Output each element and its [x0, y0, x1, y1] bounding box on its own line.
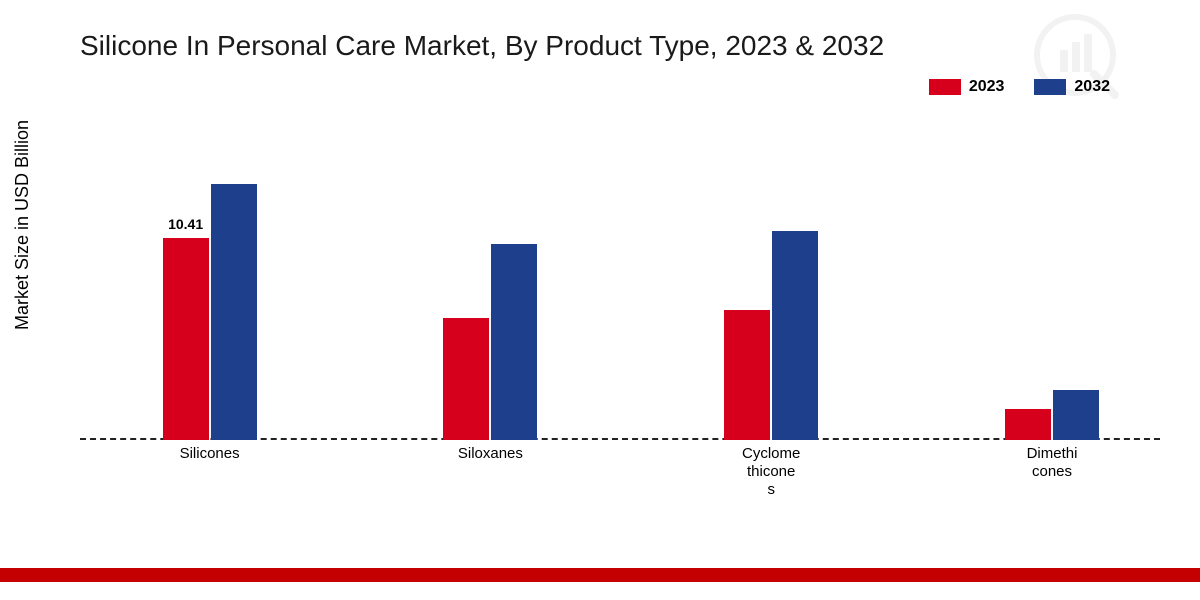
bar-cyclomethicones-2023 — [724, 310, 770, 440]
bar-value-label: 10.41 — [168, 216, 203, 232]
bar-silicones-2023: 10.41 — [163, 238, 209, 440]
legend-item-2032: 2032 — [1034, 78, 1110, 96]
bar-silicones-2032 — [211, 184, 257, 440]
bar-group-siloxanes — [443, 244, 537, 440]
plot-area: 10.41 — [80, 130, 1160, 440]
bar-cyclomethicones-2032 — [772, 231, 818, 440]
x-axis-labels: Silicones Siloxanes Cyclomethicones Dime… — [80, 445, 1160, 505]
bar-dimethicones-2023 — [1005, 409, 1051, 440]
footer-accent-bar — [0, 568, 1200, 582]
chart-container: Silicone In Personal Care Market, By Pro… — [0, 0, 1200, 600]
bar-group-silicones: 10.41 — [163, 184, 257, 440]
x-label-cyclomethicones: Cyclomethicones — [711, 445, 831, 499]
legend-swatch-2023 — [929, 79, 961, 95]
x-label-silicones: Silicones — [150, 445, 270, 463]
y-axis-label: Market Size in USD Billion — [12, 120, 33, 330]
x-label-siloxanes: Siloxanes — [430, 445, 550, 463]
chart-title: Silicone In Personal Care Market, By Pro… — [80, 30, 884, 62]
legend-label-2023: 2023 — [969, 78, 1005, 96]
legend: 2023 2032 — [929, 78, 1110, 96]
legend-swatch-2032 — [1034, 79, 1066, 95]
legend-label-2032: 2032 — [1074, 78, 1110, 96]
bar-dimethicones-2032 — [1053, 390, 1099, 440]
x-label-dimethicones: Dimethicones — [992, 445, 1112, 481]
bar-siloxanes-2023 — [443, 318, 489, 440]
bar-group-dimethicones — [1005, 390, 1099, 440]
bar-siloxanes-2032 — [491, 244, 537, 440]
bar-group-cyclomethicones — [724, 231, 818, 440]
legend-item-2023: 2023 — [929, 78, 1005, 96]
